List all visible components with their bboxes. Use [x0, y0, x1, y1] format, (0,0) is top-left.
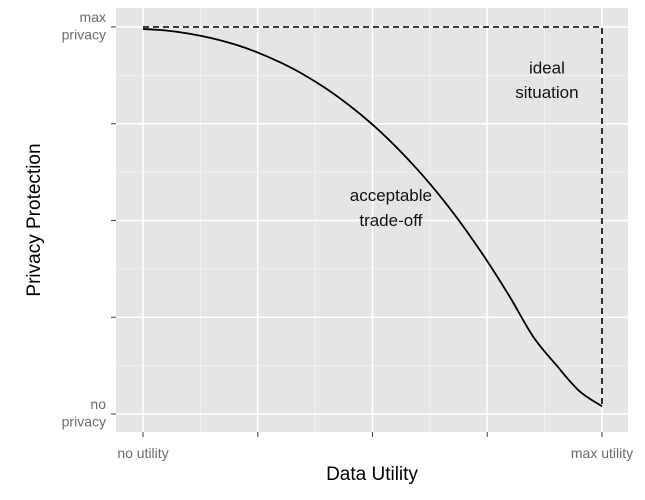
major-gridlines — [116, 8, 628, 432]
axis-ticks — [111, 26, 603, 437]
x-tick-label: max utility — [571, 445, 633, 461]
ideal-boundary-dashed-line — [143, 26, 603, 407]
y-tick-label-line: max — [80, 9, 106, 25]
annotations: ideal situation acceptable trade-off — [350, 58, 579, 229]
annotation-line: acceptable — [350, 186, 432, 205]
annotation-line: situation — [515, 83, 578, 102]
tradeoff-curve — [142, 28, 603, 408]
annotation-line: trade-off — [359, 211, 422, 230]
y-tick-label: max privacy — [62, 9, 106, 43]
x-tick-label: no utility — [117, 445, 168, 461]
annotation-label: acceptable trade-off — [350, 186, 432, 230]
tick-labels: no utility max utility max privacy no privacy — [62, 9, 633, 461]
y-tick-label-line: no — [90, 396, 106, 412]
annotation-line: ideal — [529, 58, 565, 77]
y-tick-label-line: privacy — [62, 27, 106, 43]
y-tick-label: no privacy — [62, 396, 107, 430]
y-axis-title: Privacy Protection — [24, 143, 45, 296]
x-axis-title: Data Utility — [326, 464, 418, 485]
annotation-label: ideal situation — [515, 58, 578, 102]
y-tick-label-line: privacy — [62, 414, 106, 430]
series-layer — [142, 26, 603, 408]
